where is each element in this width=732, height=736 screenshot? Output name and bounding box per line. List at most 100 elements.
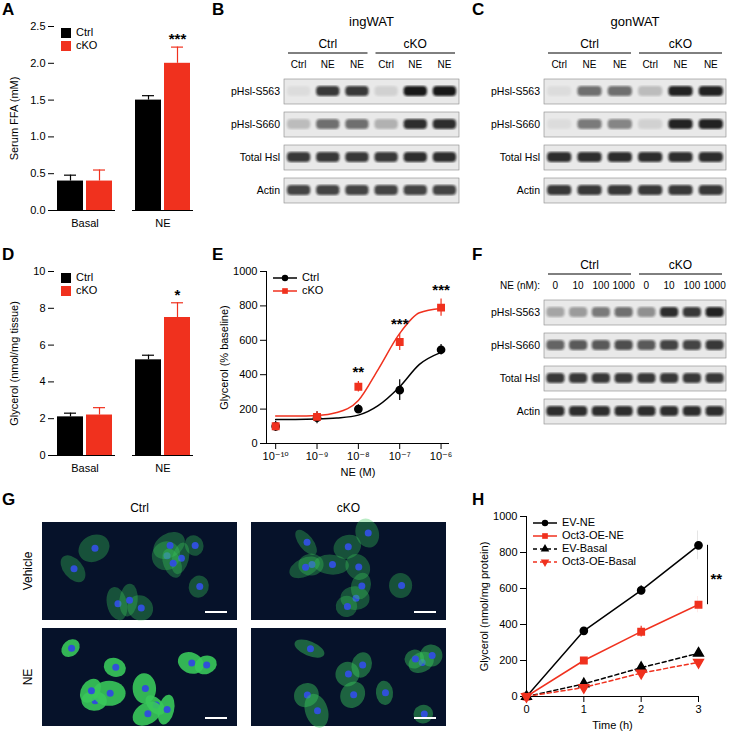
svg-text:Glycerol (nmol/mg protein): Glycerol (nmol/mg protein) [478,542,490,672]
svg-text:4: 4 [39,375,45,387]
svg-text:6: 6 [39,339,45,351]
svg-text:ingWAT: ingWAT [349,14,394,29]
svg-text:NE: NE [155,462,170,474]
html-text:H: H [472,490,485,509]
svg-text:***: *** [391,315,409,332]
svg-text:**: ** [353,363,365,380]
svg-text:1000: 1000 [613,280,636,291]
svg-text:NE (M): NE (M) [341,466,376,478]
svg-text:Ctrl: Ctrl [642,59,658,70]
svg-text:100: 100 [684,280,701,291]
svg-text:cKO: cKO [669,258,692,272]
svg-text:NE: NE [437,59,451,70]
svg-text:NE: NE [674,59,688,70]
svg-text:gonWAT: gonWAT [610,14,659,29]
svg-text:10⁻⁷: 10⁻⁷ [389,450,411,462]
svg-text:3: 3 [695,703,701,715]
svg-text:8: 8 [39,302,45,314]
svg-text:1.5: 1.5 [30,94,45,106]
svg-text:NE: NE [704,59,718,70]
svg-text:Total Hsl: Total Hsl [500,372,540,384]
svg-text:0: 0 [523,703,529,715]
html-text:D: D [2,245,15,264]
html-text:G: G [2,490,16,509]
html-text:C: C [472,0,485,19]
svg-text:Ctrl: Ctrl [551,59,567,70]
svg-text:800: 800 [239,299,257,311]
svg-text:pHsl-S563: pHsl-S563 [491,306,540,318]
svg-text:***: *** [169,30,187,47]
svg-text:NE: NE [21,669,35,686]
svg-text:1000: 1000 [233,265,257,277]
svg-text:**: ** [711,570,723,587]
svg-text:Actin: Actin [257,184,281,196]
svg-text:0: 0 [251,437,257,449]
svg-text:Total Hsl: Total Hsl [500,151,540,163]
svg-text:cKO: cKO [337,501,360,515]
svg-text:1.0: 1.0 [30,130,45,142]
svg-text:10⁻⁸: 10⁻⁸ [347,450,370,462]
svg-text:10: 10 [33,265,45,277]
svg-text:600: 600 [499,582,517,594]
svg-text:NE: NE [155,217,170,229]
svg-text:10: 10 [573,280,585,291]
svg-text:1: 1 [581,703,587,715]
svg-text:pHsl-S660: pHsl-S660 [491,339,540,351]
svg-text:Ctrl: Ctrl [291,59,307,70]
svg-text:cKO: cKO [404,37,427,51]
svg-text:NE: NE [350,59,364,70]
svg-text:0.0: 0.0 [30,204,45,216]
svg-text:800: 800 [499,546,517,558]
svg-text:Actin: Actin [517,184,541,196]
svg-text:*: * [175,286,181,303]
svg-text:NE: NE [613,59,627,70]
svg-text:pHsl-S563: pHsl-S563 [231,85,280,97]
html-text:B: B [212,0,225,19]
svg-text:cKO: cKO [669,37,692,51]
svg-text:400: 400 [499,618,517,630]
svg-text:200: 200 [499,654,517,666]
svg-text:0: 0 [553,280,559,291]
svg-text:Ctrl: Ctrl [130,501,149,515]
svg-text:600: 600 [239,334,257,346]
svg-text:NE: NE [583,59,597,70]
svg-text:NE: NE [408,59,422,70]
svg-text:0: 0 [644,280,650,291]
svg-text:Ctrl: Ctrl [580,37,599,51]
svg-text:NE: NE [321,59,335,70]
svg-text:10⁻⁶: 10⁻⁶ [430,450,453,462]
svg-text:***: *** [432,281,450,298]
svg-text:0: 0 [39,449,45,461]
svg-text:1000: 1000 [493,510,517,522]
svg-text:2.0: 2.0 [30,57,45,69]
svg-text:Ctrl: Ctrl [318,37,337,51]
svg-text:pHsl-S563: pHsl-S563 [491,85,540,97]
svg-text:200: 200 [239,403,257,415]
html-text:A: A [2,0,15,19]
svg-text:Total Hsl: Total Hsl [240,151,280,163]
svg-text:Ctrl: Ctrl [378,59,394,70]
svg-text:2.5: 2.5 [30,20,45,32]
svg-text:Actin: Actin [517,405,541,417]
svg-text:Time (h): Time (h) [592,719,633,731]
svg-text:Glycerol (nmol/mg tissue): Glycerol (nmol/mg tissue) [8,301,20,426]
svg-text:10⁻⁹: 10⁻⁹ [306,450,329,462]
svg-text:400: 400 [239,368,257,380]
svg-text:Vehicle: Vehicle [21,551,35,590]
svg-text:Serum FFA (mM): Serum FFA (mM) [8,77,20,161]
svg-text:10: 10 [664,280,676,291]
svg-text:0: 0 [511,690,517,702]
svg-text:pHsl-S660: pHsl-S660 [491,118,540,130]
svg-text:0.5: 0.5 [30,167,45,179]
svg-text:1000: 1000 [704,280,727,291]
svg-text:pHsl-S660: pHsl-S660 [231,118,280,130]
svg-text:Basal: Basal [71,217,99,229]
svg-text:10⁻¹⁰: 10⁻¹⁰ [263,450,290,462]
svg-text:Ctrl: Ctrl [580,258,599,272]
svg-text:100: 100 [593,280,610,291]
svg-text:Glycerol (% baseline): Glycerol (% baseline) [218,305,230,410]
svg-text:Basal: Basal [71,462,99,474]
svg-text:NE (nM):: NE (nM): [500,280,540,291]
svg-text:2: 2 [638,703,644,715]
svg-text:2: 2 [39,412,45,424]
